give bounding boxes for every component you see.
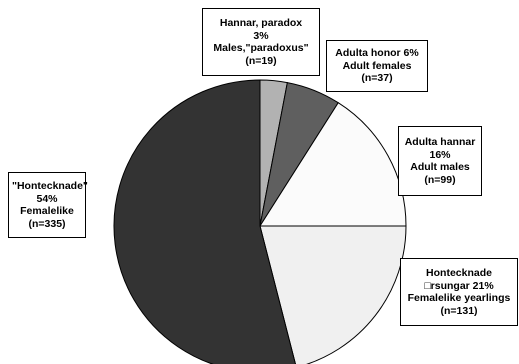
label-line: (n=19) <box>245 54 277 67</box>
slice-label-males-paradoxus: Hannar, paradox 3% Males,"paradoxus" (n=… <box>202 8 320 76</box>
slice-label-femalelike-yearlings: Hontecknade □rsungar 21% Femalelike year… <box>400 258 518 326</box>
label-line: Hannar, paradox <box>219 17 303 29</box>
slice-femalelike-yearlings <box>259 225 407 364</box>
label-line: Hontecknade <box>426 267 492 279</box>
label-line: 3% <box>253 29 269 42</box>
label-line: Adulta honor 6% <box>335 47 419 60</box>
label-line: Adult females <box>342 59 412 72</box>
slice-adult-males <box>259 102 407 227</box>
label-line: 16% <box>429 148 451 161</box>
label-line: □rsungar 21% <box>424 279 494 292</box>
label-line: Adulta hannar <box>404 136 476 148</box>
label-line: Femalelike <box>20 205 74 217</box>
slice-label-adult-females: Adulta honor 6% Adult females (n=37) <box>326 40 428 92</box>
label-line: "Hontecknade" <box>12 180 88 192</box>
slice-label-femalelike: "Hontecknade" 54% Femalelike (n=335) <box>8 172 88 238</box>
slice-femalelike <box>113 79 296 364</box>
label-line: (n=37) <box>361 72 393 85</box>
label-line: Adult males <box>410 161 470 173</box>
label-line: 54% <box>36 192 58 205</box>
label-line: (n=99) <box>424 173 456 186</box>
label-line: Femalelike yearlings <box>407 292 511 304</box>
label-line: (n=131) <box>440 304 478 317</box>
slice-label-adult-males: Adulta hannar 16% Adult males (n=99) <box>398 126 482 196</box>
label-line: (n=335) <box>28 217 66 230</box>
label-line: Males,"paradoxus" <box>213 42 309 54</box>
